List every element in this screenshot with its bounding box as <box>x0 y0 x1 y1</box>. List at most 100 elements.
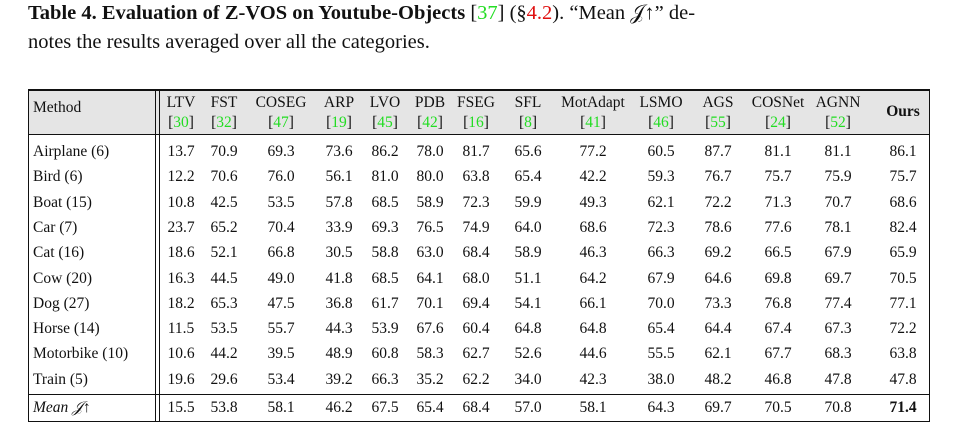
cell: 57.8 <box>325 193 353 211</box>
cell: 41.8 <box>325 269 353 287</box>
cell: 34.0 <box>514 370 542 388</box>
row-label: Dog (27) <box>33 294 90 312</box>
cell: 76.8 <box>764 294 792 312</box>
cell: 11.5 <box>167 320 195 338</box>
cell: 42.5 <box>210 193 238 211</box>
cell: 51.1 <box>514 269 542 287</box>
cell: 53.5 <box>267 193 295 211</box>
bracket: [ <box>825 114 831 131</box>
cell: 76.5 <box>416 218 444 236</box>
cell: 68.3 <box>824 345 852 363</box>
cell: 60.5 <box>647 143 675 160</box>
cell: 65.4 <box>514 168 542 186</box>
cell: 70.4 <box>267 218 295 236</box>
cell: 58.9 <box>416 193 444 211</box>
bracket: [ <box>211 114 217 131</box>
cell: 70.1 <box>416 294 444 312</box>
cell: 30.5 <box>325 244 353 262</box>
caption-ref: 37 <box>477 2 498 24</box>
cell: 67.6 <box>416 320 444 338</box>
cell: 70.9 <box>210 143 238 160</box>
cell: 60.4 <box>462 320 490 338</box>
cell: 44.2 <box>210 345 238 363</box>
bracket: [ <box>518 114 525 131</box>
cell: 46.2 <box>325 399 353 416</box>
header-citation: [16] <box>463 114 489 132</box>
cell: 16.3 <box>167 269 195 287</box>
header-citation: [32] <box>211 114 237 132</box>
cell: 29.6 <box>210 370 238 388</box>
row-label: Horse (14) <box>33 320 100 338</box>
cell: 67.5 <box>371 399 399 416</box>
cell: 48.9 <box>325 345 353 363</box>
header-citation: [24] <box>765 114 791 132</box>
header-background <box>28 91 930 134</box>
bracket: [ <box>168 114 174 131</box>
cell: 61.7 <box>371 294 399 312</box>
citation: 8 <box>524 114 532 131</box>
row-label: Motorbike (10) <box>33 345 129 363</box>
cell: 66.1 <box>579 294 607 312</box>
header-cell: MotAdapt <box>561 94 625 111</box>
cell: 46.8 <box>764 370 792 388</box>
bracket: [ <box>463 114 469 131</box>
cell: 58.1 <box>579 399 607 416</box>
cell: 77.6 <box>764 218 792 236</box>
cell: 52.1 <box>210 244 238 262</box>
cell: 74.9 <box>462 218 490 236</box>
row-label: Cat (16) <box>33 244 85 262</box>
cell: 65.3 <box>210 294 238 312</box>
cell: 48.2 <box>704 370 732 388</box>
cell: 62.1 <box>647 193 675 211</box>
cell: 68.4 <box>462 244 490 262</box>
header-cell: COSEG <box>255 94 307 111</box>
cell: 56.1 <box>325 168 353 186</box>
cell: 44.6 <box>579 345 607 363</box>
cell: 70.0 <box>647 294 675 312</box>
cell: 62.7 <box>462 345 490 363</box>
header-citation: [47] <box>268 114 294 132</box>
cell: 65.4 <box>647 320 675 338</box>
cell: 67.9 <box>647 269 675 287</box>
cell: 46.3 <box>579 244 607 262</box>
caption-text: [ <box>470 2 478 24</box>
cell: 69.7 <box>704 399 732 416</box>
bracket: [ <box>372 114 378 131</box>
cell: 72.2 <box>889 320 917 338</box>
cell: 64.8 <box>514 320 542 338</box>
bracket: [ <box>580 114 586 131</box>
cell: 71.4 <box>889 399 917 416</box>
header-rule <box>28 134 930 135</box>
caption-text: ). “Mean 𝒥↑” de- <box>552 2 696 24</box>
bracket: ] <box>785 114 791 131</box>
left-border <box>28 89 29 422</box>
cell: 72.2 <box>704 193 732 211</box>
citation: 41 <box>585 114 601 131</box>
cell: 49.0 <box>267 269 295 287</box>
header-cell: LSMO <box>639 94 683 111</box>
cell: 81.0 <box>371 168 399 186</box>
bracket: ] <box>531 114 538 131</box>
cell: 63.0 <box>416 244 444 262</box>
double-rule <box>155 89 156 422</box>
caption-text: ] (§ <box>497 2 527 24</box>
cell: 73.3 <box>704 294 732 312</box>
cell: 44.3 <box>325 320 353 338</box>
header-citation: [8] <box>519 114 537 132</box>
cell: 53.9 <box>371 320 399 338</box>
header-citation: [41] <box>580 114 606 132</box>
header-citation: [42] <box>417 114 443 132</box>
cell: 62.1 <box>704 345 732 363</box>
cell: 55.7 <box>267 320 295 338</box>
cell: 81.1 <box>764 143 792 160</box>
bracket: ] <box>437 114 443 131</box>
cell: 76.0 <box>267 168 295 186</box>
caption-title: Table 4. Evaluation of Z-VOS on Youtube-… <box>28 2 466 24</box>
header-cell: AGS <box>702 94 734 111</box>
cell: 67.9 <box>824 244 852 262</box>
cell: 69.2 <box>704 244 732 262</box>
citation: 47 <box>273 114 289 131</box>
citation: 19 <box>331 114 347 131</box>
header-cell: FSEG <box>457 94 495 111</box>
